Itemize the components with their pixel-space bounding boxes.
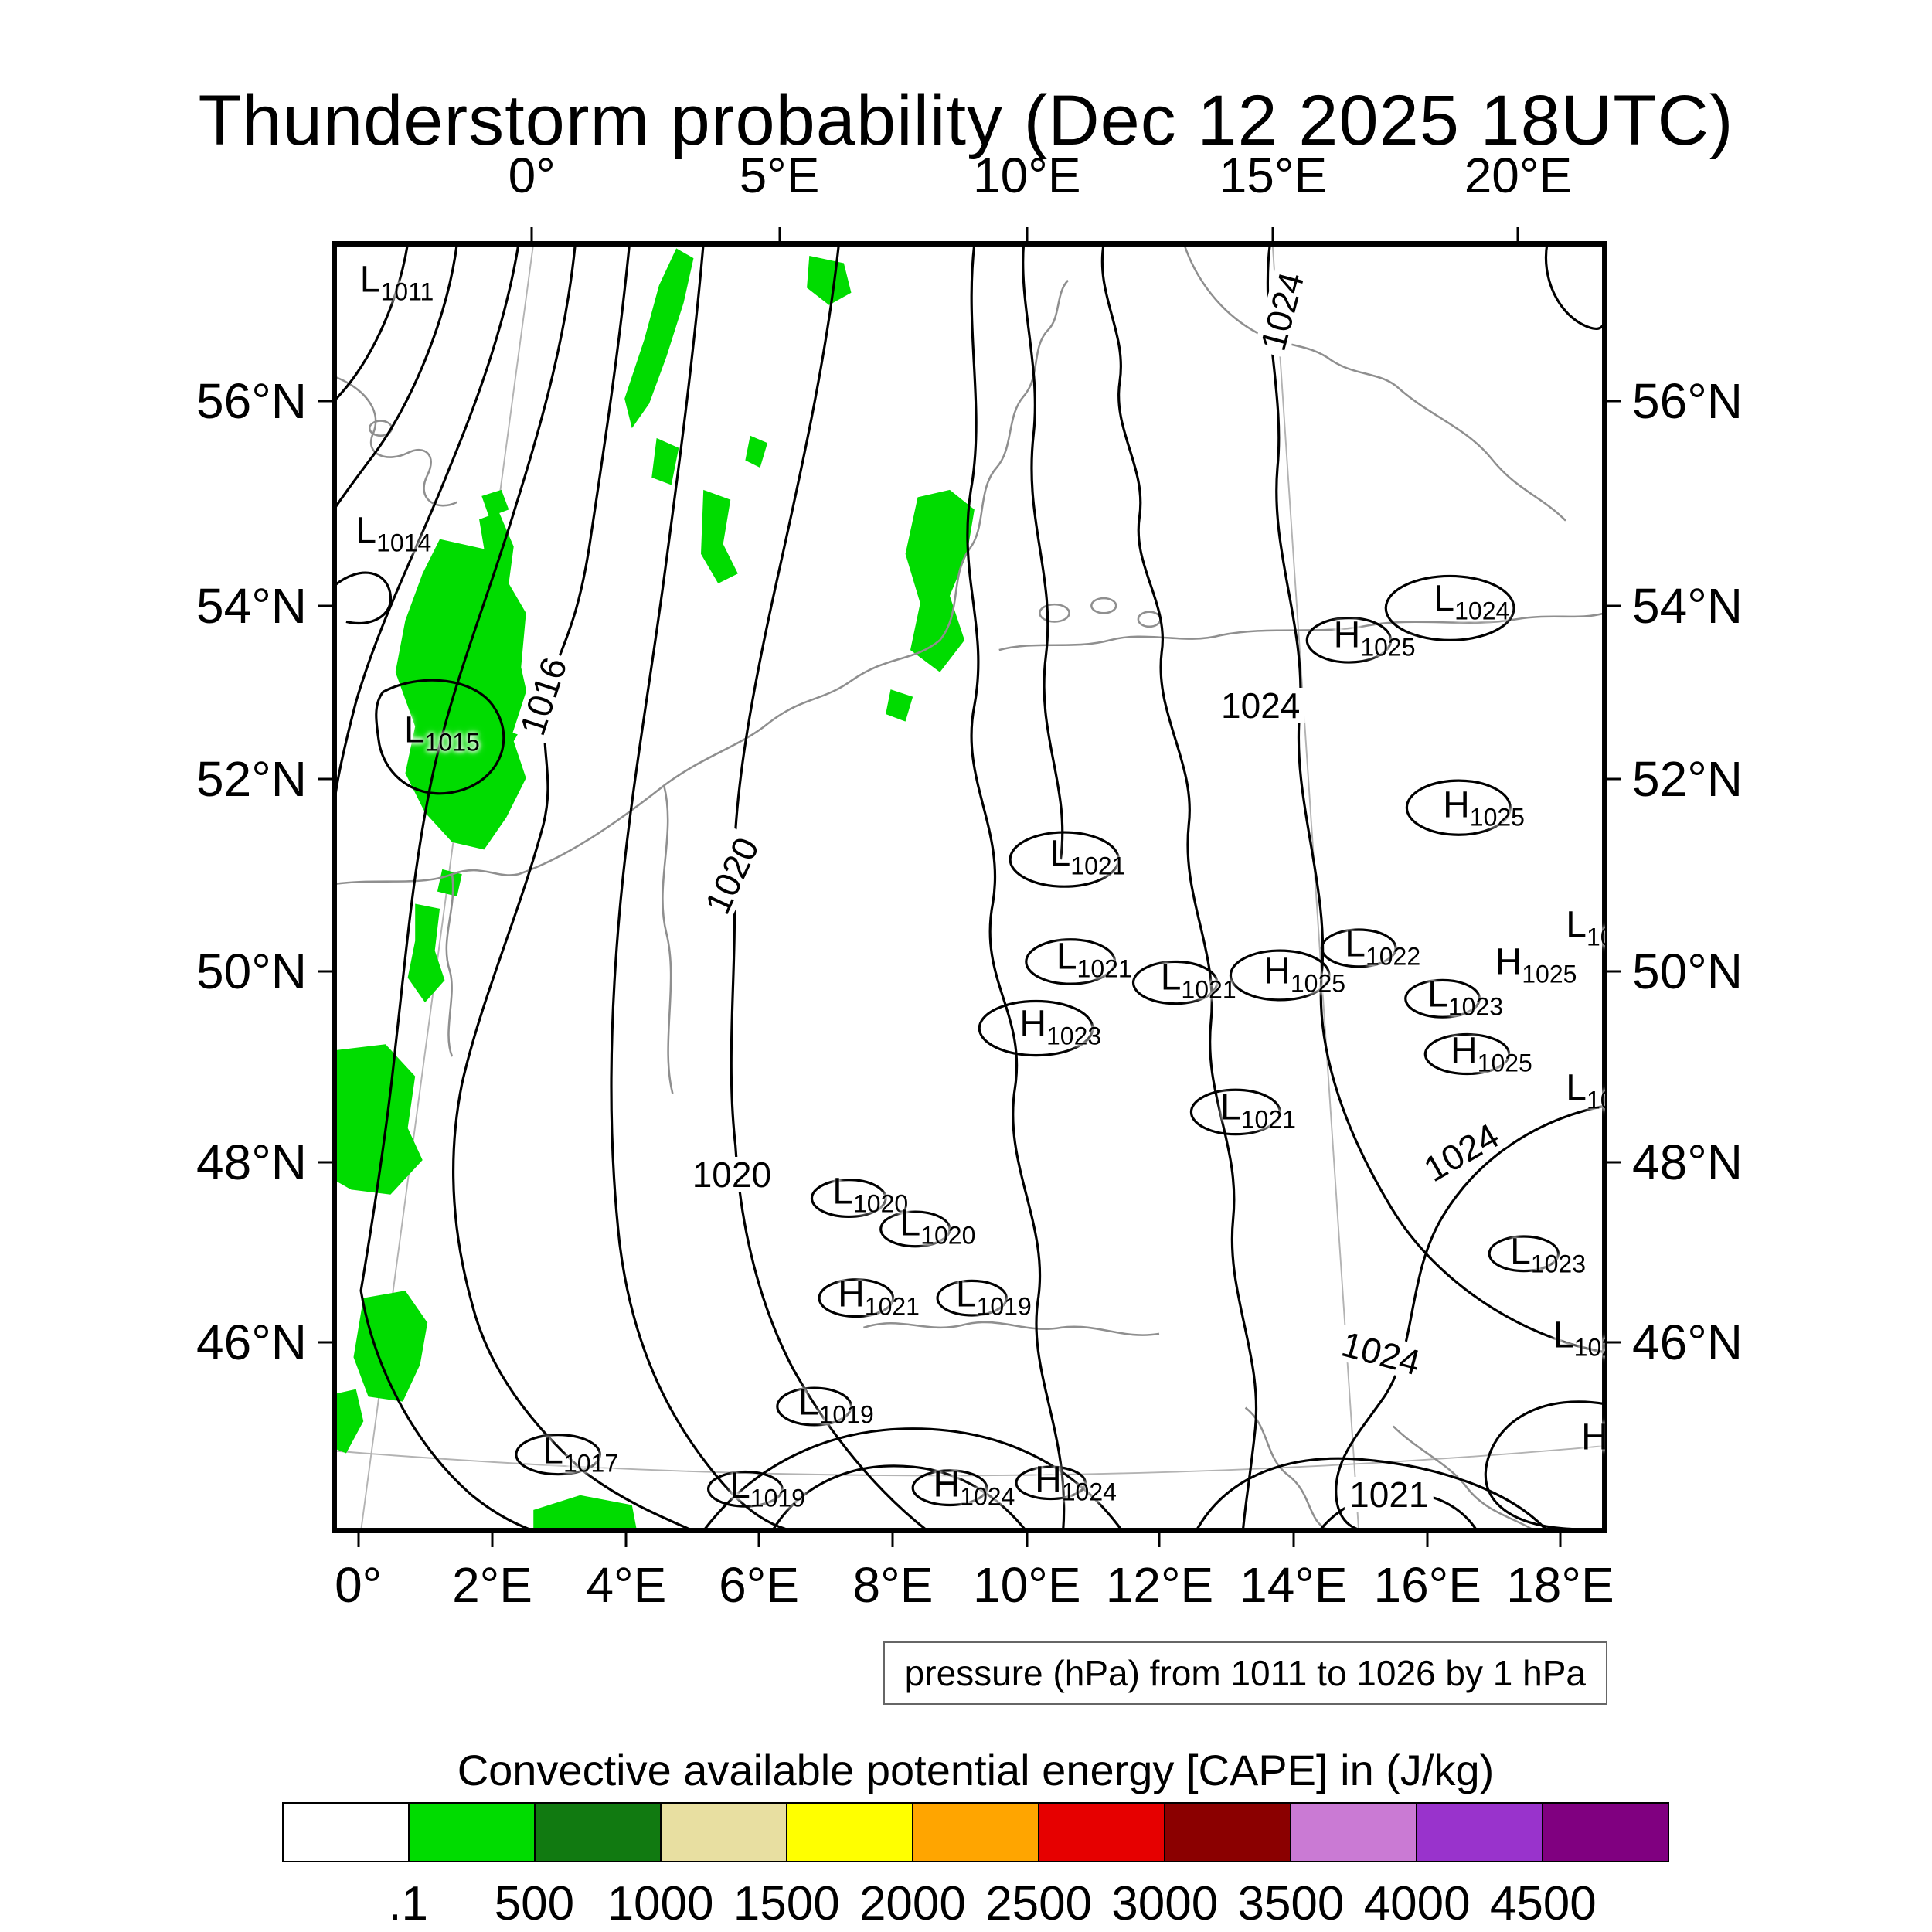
axis-bottom: 0° 2°E 4°E 6°E 8°E 10°E 12°E 14°E 16°E 18°E (332, 1556, 1614, 1613)
cape-boundary-label: 2500 (985, 1877, 1093, 1930)
cape-color-cell (1542, 1802, 1669, 1862)
axis-left: 56°N 54°N 52°N 50°N 48°N 46°N (137, 241, 307, 1533)
pressure-contours (334, 243, 1605, 1531)
axis-right: 56°N 54°N 52°N 50°N 48°N 46°N (1632, 241, 1802, 1533)
cape-color-cell (1038, 1802, 1165, 1862)
legend-title: Convective available potential energy [C… (457, 1746, 1495, 1794)
lon-tick-label: 14°E (1240, 1557, 1348, 1613)
lat-tick-label: 56°N (1632, 373, 1743, 430)
lon-tick-label: 0° (508, 148, 556, 203)
cape-color-cell (534, 1802, 662, 1862)
tick-mark-right (1607, 1341, 1621, 1344)
tick-mark-bottom (891, 1533, 894, 1547)
cape-boundary-label: 500 (494, 1877, 575, 1930)
lon-tick-label: 2°E (452, 1557, 532, 1613)
cape-boundary-label: 3000 (1111, 1877, 1219, 1930)
tick-mark-right (1607, 1161, 1621, 1164)
pressure-caption: pressure (hPa) from 1011 to 1026 by 1 hP… (883, 1641, 1607, 1705)
lat-tick-label: 52°N (196, 750, 307, 807)
coastlines (334, 243, 1605, 1531)
tick-mark-bottom (491, 1533, 494, 1547)
tick-mark-top (1026, 227, 1029, 241)
lat-tick-label: 48°N (196, 1134, 307, 1191)
tick-mark-bottom (624, 1533, 628, 1547)
map: 1016 1024 1024 1020 1020 1024 1024 1021 L1011 L1… (196, 148, 1743, 1613)
cape-boundary-label: 2000 (859, 1877, 966, 1930)
cape-color-cell (408, 1802, 536, 1862)
tick-mark-bottom (357, 1533, 360, 1547)
tick-mark-right (1607, 777, 1621, 781)
tick-mark-left (318, 1341, 332, 1344)
cape-colorbar (282, 1802, 1669, 1862)
lon-tick-label: 4°E (586, 1557, 667, 1613)
lat-tick-label: 48°N (1632, 1134, 1743, 1191)
cape-boundary-label: 4500 (1489, 1877, 1597, 1930)
lon-tick-label: 18°E (1506, 1557, 1614, 1613)
lon-tick-label: 10°E (973, 1557, 1081, 1613)
axis-top: 0° 5°E 10°E 15°E 20°E (332, 148, 1607, 204)
cape-color-cell (660, 1802, 787, 1862)
lon-tick-label: 12°E (1105, 1557, 1214, 1613)
lat-tick-label: 46°N (196, 1314, 307, 1370)
cape-color-cell (1164, 1802, 1291, 1862)
tick-mark-top (1516, 227, 1519, 241)
cape-boundary-label: 1000 (607, 1877, 714, 1930)
cape-color-cell (1416, 1802, 1543, 1862)
tick-mark-bottom (1158, 1533, 1161, 1547)
lon-tick-label: 0° (335, 1557, 383, 1613)
tick-mark-top (778, 227, 781, 241)
cape-color-cell (1290, 1802, 1417, 1862)
lat-tick-label: 54°N (1632, 577, 1743, 634)
cape-boundary-label: 4000 (1363, 1877, 1471, 1930)
cape-colorbar-labels: .1 500 1000 1500 2000 2500 3000 3500 4000 4500 (282, 1876, 1669, 1932)
tick-mark-left (318, 777, 332, 781)
lon-tick-label: 20°E (1464, 148, 1573, 203)
cape-shading (334, 248, 975, 1531)
tick-mark-left (318, 400, 332, 403)
cape-boundary-label: 3500 (1237, 1877, 1345, 1930)
cape-color-cell (786, 1802, 913, 1862)
tick-mark-right (1607, 400, 1621, 403)
map-plot-area: 1016 1024 1024 1020 1020 1024 1024 1021 L1011 L1… (332, 241, 1607, 1533)
tick-mark-bottom (1026, 1533, 1029, 1547)
tick-mark-right (1607, 970, 1621, 973)
cape-color-cell (282, 1802, 410, 1862)
tick-mark-top (1271, 227, 1274, 241)
tick-mark-left (318, 604, 332, 607)
tick-mark-left (318, 1161, 332, 1164)
lon-tick-label: 8°E (852, 1557, 934, 1613)
tick-mark-bottom (1292, 1533, 1295, 1547)
cape-boundary-label: 1500 (733, 1877, 840, 1930)
lat-tick-label: 56°N (196, 373, 307, 430)
cape-color-cell (912, 1802, 1039, 1862)
cape-boundary-label: .1 (388, 1877, 429, 1930)
lat-tick-label: 50°N (1632, 943, 1743, 999)
lon-tick-label: 5°E (739, 148, 820, 203)
tick-mark-top (530, 227, 533, 241)
tick-mark-bottom (1426, 1533, 1429, 1547)
lon-tick-label: 10°E (973, 148, 1081, 203)
tick-mark-bottom (757, 1533, 760, 1547)
lon-tick-label: 6°E (719, 1557, 800, 1613)
lon-tick-label: 16°E (1373, 1557, 1481, 1613)
tick-mark-bottom (1559, 1533, 1562, 1547)
lon-tick-label: 15°E (1219, 148, 1328, 203)
lat-tick-label: 52°N (1632, 750, 1743, 807)
lat-tick-label: 54°N (196, 577, 307, 634)
page-title: Thunderstorm probability (Dec 12 2025 18… (198, 80, 1734, 160)
map-canvas (334, 243, 1605, 1531)
map-frame (334, 243, 1605, 1531)
lat-tick-label: 46°N (1632, 1314, 1743, 1370)
lat-tick-label: 50°N (196, 943, 307, 999)
tick-mark-left (318, 970, 332, 973)
tick-mark-right (1607, 604, 1621, 607)
